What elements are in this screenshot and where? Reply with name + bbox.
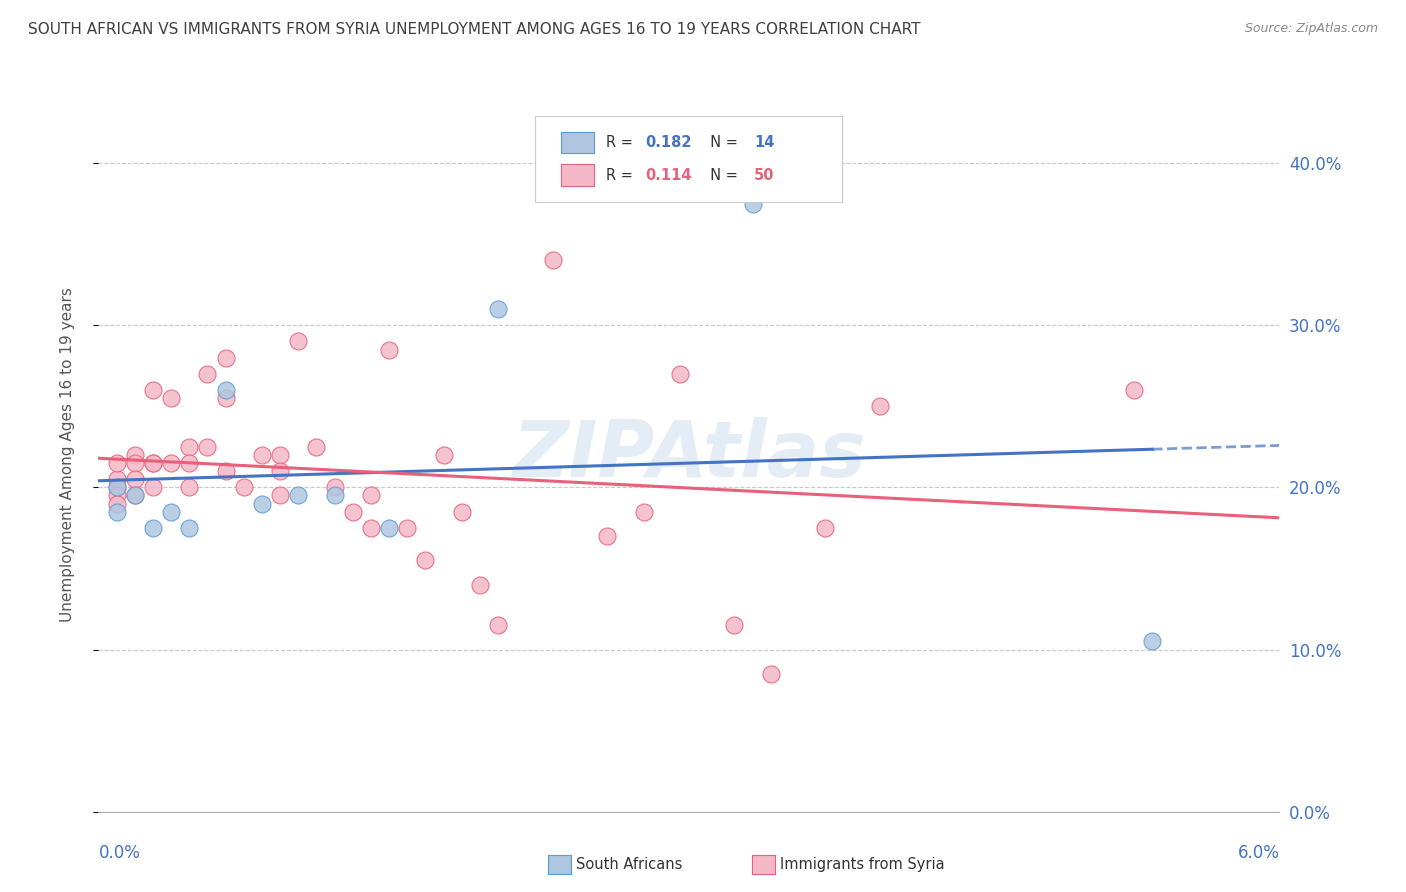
Point (269, 448, 291, 462)
Point (179, 456, 201, 470)
Point (179, 521, 201, 535)
Point (142, 480, 165, 494)
Point (468, 577, 491, 591)
Point (450, 505, 472, 519)
Text: 50: 50 (754, 168, 775, 183)
Point (197, 367, 219, 381)
Text: 0.182: 0.182 (645, 135, 692, 150)
Point (360, 488, 382, 502)
Point (142, 383, 165, 397)
Point (759, 666, 782, 681)
Text: SOUTH AFRICAN VS IMMIGRANTS FROM SYRIA UNEMPLOYMENT AMONG AGES 16 TO 19 YEARS CO: SOUTH AFRICAN VS IMMIGRANTS FROM SYRIA U… (28, 22, 921, 37)
Point (633, 505, 655, 519)
Point (250, 497, 273, 511)
Point (105, 488, 128, 502)
Point (1123, 383, 1146, 397)
Point (360, 521, 382, 535)
Point (1142, 634, 1164, 648)
Point (287, 488, 309, 502)
Point (214, 383, 236, 397)
Point (105, 456, 128, 470)
Point (124, 488, 146, 502)
Point (269, 488, 291, 502)
Point (179, 440, 201, 454)
Text: N =: N = (700, 168, 742, 183)
Point (814, 521, 837, 535)
Point (160, 456, 183, 470)
Point (305, 440, 328, 454)
Point (214, 391, 236, 405)
Point (723, 618, 745, 632)
Point (486, 301, 509, 316)
Point (741, 196, 763, 211)
Text: Source: ZipAtlas.com: Source: ZipAtlas.com (1244, 22, 1378, 36)
Text: 0.0%: 0.0% (98, 844, 141, 862)
Point (105, 497, 128, 511)
Point (433, 448, 456, 462)
Point (250, 448, 273, 462)
Text: 6.0%: 6.0% (1237, 844, 1279, 862)
Point (415, 553, 437, 567)
Point (124, 488, 146, 502)
Point (142, 456, 165, 470)
Text: N =: N = (700, 135, 742, 150)
Point (142, 521, 165, 535)
Point (160, 391, 183, 405)
Point (541, 253, 564, 268)
Point (669, 367, 692, 381)
FancyBboxPatch shape (536, 116, 842, 202)
Point (160, 505, 183, 519)
Point (869, 399, 891, 413)
Point (105, 505, 128, 519)
Text: ZIPAtlas: ZIPAtlas (512, 417, 866, 493)
Y-axis label: Unemployment Among Ages 16 to 19 years: Unemployment Among Ages 16 to 19 years (60, 287, 75, 623)
Point (596, 529, 619, 543)
Point (396, 521, 419, 535)
Point (197, 440, 219, 454)
Point (124, 448, 146, 462)
Text: 0.114: 0.114 (645, 168, 692, 183)
Point (378, 343, 401, 357)
Text: Immigrants from Syria: Immigrants from Syria (780, 857, 945, 871)
FancyBboxPatch shape (561, 164, 595, 186)
Point (323, 488, 346, 502)
Text: South Africans: South Africans (576, 857, 683, 871)
Point (124, 456, 146, 470)
Text: R =: R = (606, 168, 638, 183)
Point (105, 480, 128, 494)
Point (378, 521, 401, 535)
Point (214, 464, 236, 478)
Point (124, 472, 146, 486)
Point (323, 480, 346, 494)
Point (342, 505, 364, 519)
Point (232, 480, 254, 494)
Point (105, 472, 128, 486)
Point (105, 480, 128, 494)
Point (486, 618, 509, 632)
Text: 14: 14 (754, 135, 775, 150)
FancyBboxPatch shape (561, 132, 595, 153)
Point (269, 464, 291, 478)
Text: R =: R = (606, 135, 638, 150)
Point (287, 334, 309, 349)
Point (179, 480, 201, 494)
Point (214, 351, 236, 365)
Point (142, 456, 165, 470)
